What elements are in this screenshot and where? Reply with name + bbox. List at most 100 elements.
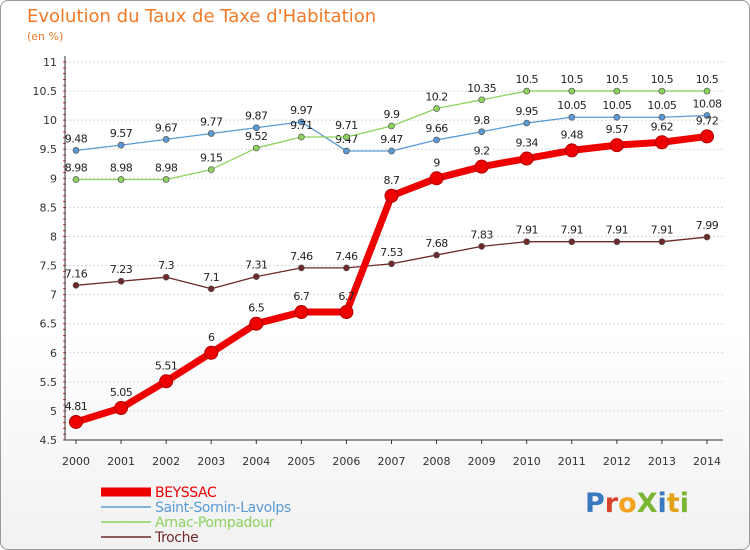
data-point: [207, 130, 215, 137]
data-point: [298, 133, 305, 141]
legend-label: Troche: [154, 530, 198, 546]
data-point: [162, 176, 170, 183]
y-tick-label: 6.5: [40, 318, 58, 331]
data-point: [117, 277, 125, 285]
data-point: [523, 119, 531, 127]
data-point: [700, 129, 714, 144]
data-label: 10.05: [647, 99, 676, 112]
data-point: [384, 188, 399, 203]
data-point: [69, 414, 83, 429]
data-point: [72, 281, 80, 289]
data-point: [249, 316, 264, 331]
data-point: [523, 87, 531, 95]
data-point: [388, 260, 395, 268]
data-point: [433, 105, 440, 112]
series-beyssac: 4.81 5.05 5.51 6 6.5 6.7 6.7 8.7 9 9.2 9.34 9.48 9.5…: [65, 114, 719, 429]
data-label: 9.48: [561, 128, 584, 141]
data-label: 6.5: [248, 302, 264, 315]
logo-letter: r: [604, 488, 619, 519]
data-point: [252, 144, 260, 152]
data-point: [478, 96, 485, 104]
data-point: [252, 124, 260, 132]
data-point: [162, 135, 170, 143]
logo-letter: i: [657, 488, 667, 519]
data-label: 7.91: [561, 224, 584, 237]
data-label: 7.99: [696, 219, 719, 232]
x-tick-label: 2007: [378, 455, 406, 468]
data-point: [609, 138, 624, 153]
data-label: 6: [208, 331, 215, 344]
data-point: [613, 238, 621, 246]
data-label: 9: [433, 156, 440, 169]
legend-label: Saint-Sornin-Lavolps: [155, 500, 291, 516]
data-label: 7.16: [65, 267, 88, 280]
y-tick-label: 10: [43, 114, 57, 127]
x-tick-label: 2013: [648, 455, 676, 468]
y-tick-label: 9.5: [40, 143, 58, 156]
data-label: 10.5: [561, 73, 584, 86]
y-tick-label: 4.5: [40, 434, 58, 447]
x-tick-label: 2005: [287, 455, 315, 468]
data-point: [204, 345, 219, 360]
x-tick-label: 2006: [332, 455, 360, 468]
data-label: 6.7: [338, 290, 354, 303]
data-point: [703, 233, 711, 241]
x-tick-label: 2012: [603, 455, 631, 468]
data-point: [519, 151, 534, 166]
data-label: 9.15: [200, 152, 223, 165]
logo-letter: P: [585, 488, 605, 519]
data-label: 8.98: [65, 161, 88, 174]
data-point: [429, 171, 444, 186]
data-point: [474, 159, 489, 174]
data-label: 9.9: [384, 108, 400, 121]
data-point: [478, 128, 485, 136]
data-label: 10.5: [606, 73, 629, 86]
data-label: 9.66: [425, 122, 448, 135]
x-tick-label: 2014: [693, 455, 721, 468]
data-point: [523, 238, 531, 246]
data-label: 5.51: [155, 359, 178, 372]
y-tick-label: 5.5: [40, 376, 58, 389]
data-label: 6.7: [293, 290, 309, 303]
data-point: [658, 113, 666, 121]
data-label: 9.47: [380, 133, 403, 146]
y-tick-label: 7.5: [40, 260, 58, 273]
data-label: 9.34: [515, 137, 538, 150]
data-point: [568, 113, 576, 121]
series-saint-sornin-lavolps: 9.489.579.679.779.879.979.479.479.669.89…: [65, 98, 722, 155]
x-tick-label: 2011: [558, 455, 586, 468]
data-label: 7.91: [606, 224, 629, 237]
data-label: 8.98: [110, 161, 133, 174]
data-label: 10.05: [557, 99, 586, 112]
data-point: [433, 251, 440, 259]
data-point: [568, 87, 576, 95]
data-point: [343, 264, 350, 272]
chart-title: Evolution du Taux de Taxe d'Habitation: [27, 6, 377, 27]
data-point: [654, 135, 669, 150]
logo-letter: o: [618, 488, 637, 519]
data-label: 9.72: [696, 114, 719, 127]
data-label: 7.53: [380, 246, 403, 259]
data-point: [433, 136, 440, 144]
data-point: [117, 176, 125, 183]
x-tick-label: 2008: [423, 455, 451, 468]
data-point: [613, 113, 621, 121]
data-label: 7.3: [158, 259, 174, 272]
data-label: 9.62: [651, 120, 674, 133]
data-point: [478, 242, 485, 250]
data-label: 7.68: [425, 237, 448, 250]
proxiti-logo: ProXiti: [585, 488, 689, 519]
data-point: [564, 143, 579, 158]
data-point: [343, 147, 350, 155]
logo-letter: t: [666, 488, 680, 519]
data-point: [252, 273, 260, 280]
x-tick-label: 2003: [197, 455, 225, 468]
data-label: 9.2: [474, 145, 490, 158]
data-label: 9.71: [290, 119, 313, 132]
data-point: [114, 401, 129, 416]
data-label: 7.91: [515, 224, 538, 237]
x-tick-label: 2009: [468, 455, 496, 468]
data-point: [298, 118, 305, 126]
data-label: 9.57: [606, 123, 629, 136]
